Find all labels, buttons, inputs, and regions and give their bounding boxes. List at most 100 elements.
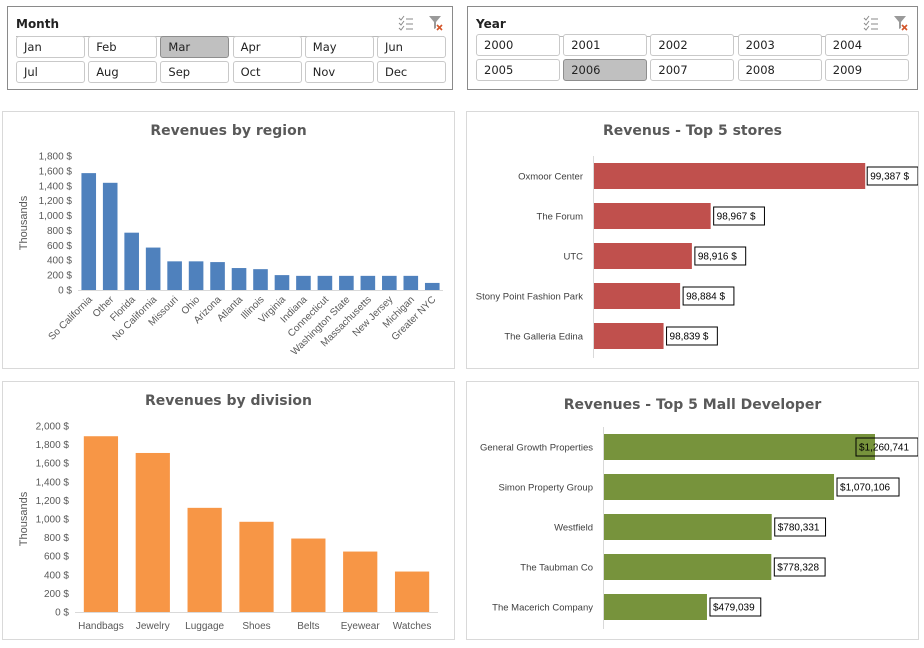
bar[interactable] — [394, 571, 430, 612]
bar[interactable] — [382, 275, 397, 290]
bar[interactable] — [83, 436, 119, 612]
data-label: 98,884 $ — [686, 292, 725, 303]
y-axis-label: Thousands — [18, 195, 30, 250]
data-label-box — [855, 437, 918, 457]
month-slicer-item-oct[interactable]: Oct — [232, 61, 302, 83]
multi-select-icon[interactable] — [863, 15, 879, 31]
bar[interactable] — [274, 275, 290, 290]
year-slicer-item-2002[interactable]: 2002 — [650, 34, 735, 56]
x-tick-label: Eyewear — [341, 621, 381, 632]
x-tick-label: Watches — [393, 621, 432, 632]
month-slicer-item-apr[interactable]: Apr — [232, 36, 302, 58]
bar[interactable] — [594, 203, 711, 229]
data-label-box — [836, 477, 900, 497]
clear-filter-icon[interactable] — [893, 15, 909, 31]
bar[interactable] — [604, 474, 835, 500]
month-slicer-item-dec[interactable]: Dec — [377, 61, 446, 83]
bar[interactable] — [188, 261, 204, 290]
data-label: 98,916 $ — [698, 252, 737, 263]
bar[interactable] — [231, 268, 247, 290]
bar[interactable] — [102, 182, 118, 290]
month-slicer-item-mar[interactable]: Mar — [160, 36, 230, 58]
bar[interactable] — [167, 261, 182, 290]
year-slicer-item-2001[interactable]: 2001 — [563, 34, 648, 56]
bar[interactable] — [604, 514, 772, 540]
bar[interactable] — [424, 282, 440, 290]
month-slicer-item-feb[interactable]: Feb — [88, 36, 158, 58]
y-tick-label: 800 $ — [47, 226, 72, 237]
bar[interactable] — [145, 247, 161, 290]
bar[interactable] — [81, 173, 97, 290]
x-tick-label: Luggage — [185, 621, 224, 632]
bar[interactable] — [317, 275, 333, 290]
month-slicer-item-jul[interactable]: Jul — [16, 61, 85, 83]
month-slicer-header: Month — [16, 11, 444, 37]
bar[interactable] — [253, 269, 268, 290]
multi-select-icon[interactable] — [398, 15, 414, 31]
bar[interactable] — [604, 434, 875, 460]
bar[interactable] — [296, 275, 311, 290]
month-slicer-item-nov[interactable]: Nov — [304, 61, 374, 83]
year-slicer-item-2004[interactable]: 2004 — [824, 34, 909, 56]
month-slicer-item-jun[interactable]: Jun — [377, 36, 446, 58]
y-tick-label: 1,200 $ — [36, 496, 70, 507]
year-slicer-item-2009[interactable]: 2009 — [824, 59, 909, 81]
y-tick-label: 800 $ — [44, 533, 69, 544]
bar[interactable] — [594, 243, 692, 269]
y-tick-label: 1,600 $ — [36, 459, 70, 470]
y-tick-label: The Macerich Company — [492, 603, 593, 614]
month-slicer-item-aug[interactable]: Aug — [88, 61, 158, 83]
year-slicer-item-2005[interactable]: 2005 — [476, 59, 560, 81]
bar[interactable] — [343, 551, 378, 612]
bar[interactable] — [210, 262, 225, 290]
y-tick-label: 400 $ — [44, 570, 69, 581]
y-tick-label: 0 $ — [55, 608, 69, 619]
bar[interactable] — [360, 275, 376, 290]
region-chart: Thousands 0 $ 200 $ 400 $ 600 $ 800 $ 1,000 $ 1… — [18, 152, 443, 358]
y-tick-label: 1,400 $ — [39, 181, 73, 192]
year-slicer-item-2003[interactable]: 2003 — [737, 34, 822, 56]
bar[interactable] — [124, 232, 139, 290]
data-label: $778,328 — [777, 563, 819, 574]
month-slicer-item-jan[interactable]: Jan — [16, 36, 85, 58]
bar[interactable] — [135, 452, 170, 612]
bar[interactable] — [604, 554, 772, 580]
month-slicer: Month Jan Feb Mar Apr May Jun Jul Aug Sep Oct Nov D… — [7, 6, 453, 90]
division-chart-panel: Revenues by division Thousands 0 $ 200 $ 40… — [2, 381, 455, 640]
data-label-box — [694, 246, 747, 266]
bar[interactable] — [403, 275, 419, 290]
bar[interactable] — [604, 594, 707, 620]
y-tick-label: 600 $ — [47, 241, 72, 252]
data-label: 98,967 $ — [717, 212, 756, 223]
y-tick-label: General Growth Properties — [480, 443, 593, 454]
year-slicer-item-2008[interactable]: 2008 — [737, 59, 822, 81]
data-label-box — [774, 517, 827, 537]
y-tick-label: 1,800 $ — [39, 152, 73, 163]
y-tick-label: 400 $ — [47, 256, 72, 267]
bar[interactable] — [594, 283, 681, 309]
stores-chart-panel: Revenus - Top 5 stores Oxmoor Center 99,3… — [466, 111, 919, 369]
month-slicer-item-sep[interactable]: Sep — [160, 61, 230, 83]
y-tick-label: 0 $ — [58, 286, 72, 297]
month-slicer-item-may[interactable]: May — [304, 36, 374, 58]
year-slicer-item-2007[interactable]: 2007 — [650, 59, 735, 81]
bar[interactable] — [594, 323, 664, 349]
mall-developer-chart-panel: Revenues - Top 5 Mall Developer General … — [466, 381, 919, 640]
y-tick-label: The Forum — [537, 212, 584, 223]
y-tick-label: 1,600 $ — [39, 166, 73, 177]
bar[interactable] — [291, 538, 326, 612]
bar[interactable] — [187, 507, 222, 612]
year-slicer-item-2006[interactable]: 2006 — [563, 59, 648, 81]
mall-developer-chart: General Growth Properties $1,260,741 Simon… — [480, 427, 918, 629]
bar[interactable] — [339, 275, 354, 290]
bar[interactable] — [239, 521, 274, 612]
data-label: $1,260,741 — [859, 443, 909, 454]
x-tick-label: Shoes — [242, 621, 270, 632]
clear-filter-icon[interactable] — [428, 15, 444, 31]
year-slicer-item-2000[interactable]: 2000 — [476, 34, 560, 56]
region-chart-panel: Revenues by region Thousands 0 $ 200 $ 400 … — [2, 111, 455, 369]
stores-chart: Oxmoor Center 99,387 $ The Forum 98,967 $ UT… — [476, 156, 918, 358]
data-label-box — [682, 286, 735, 306]
data-label: $479,039 — [713, 603, 755, 614]
bar[interactable] — [594, 163, 866, 189]
